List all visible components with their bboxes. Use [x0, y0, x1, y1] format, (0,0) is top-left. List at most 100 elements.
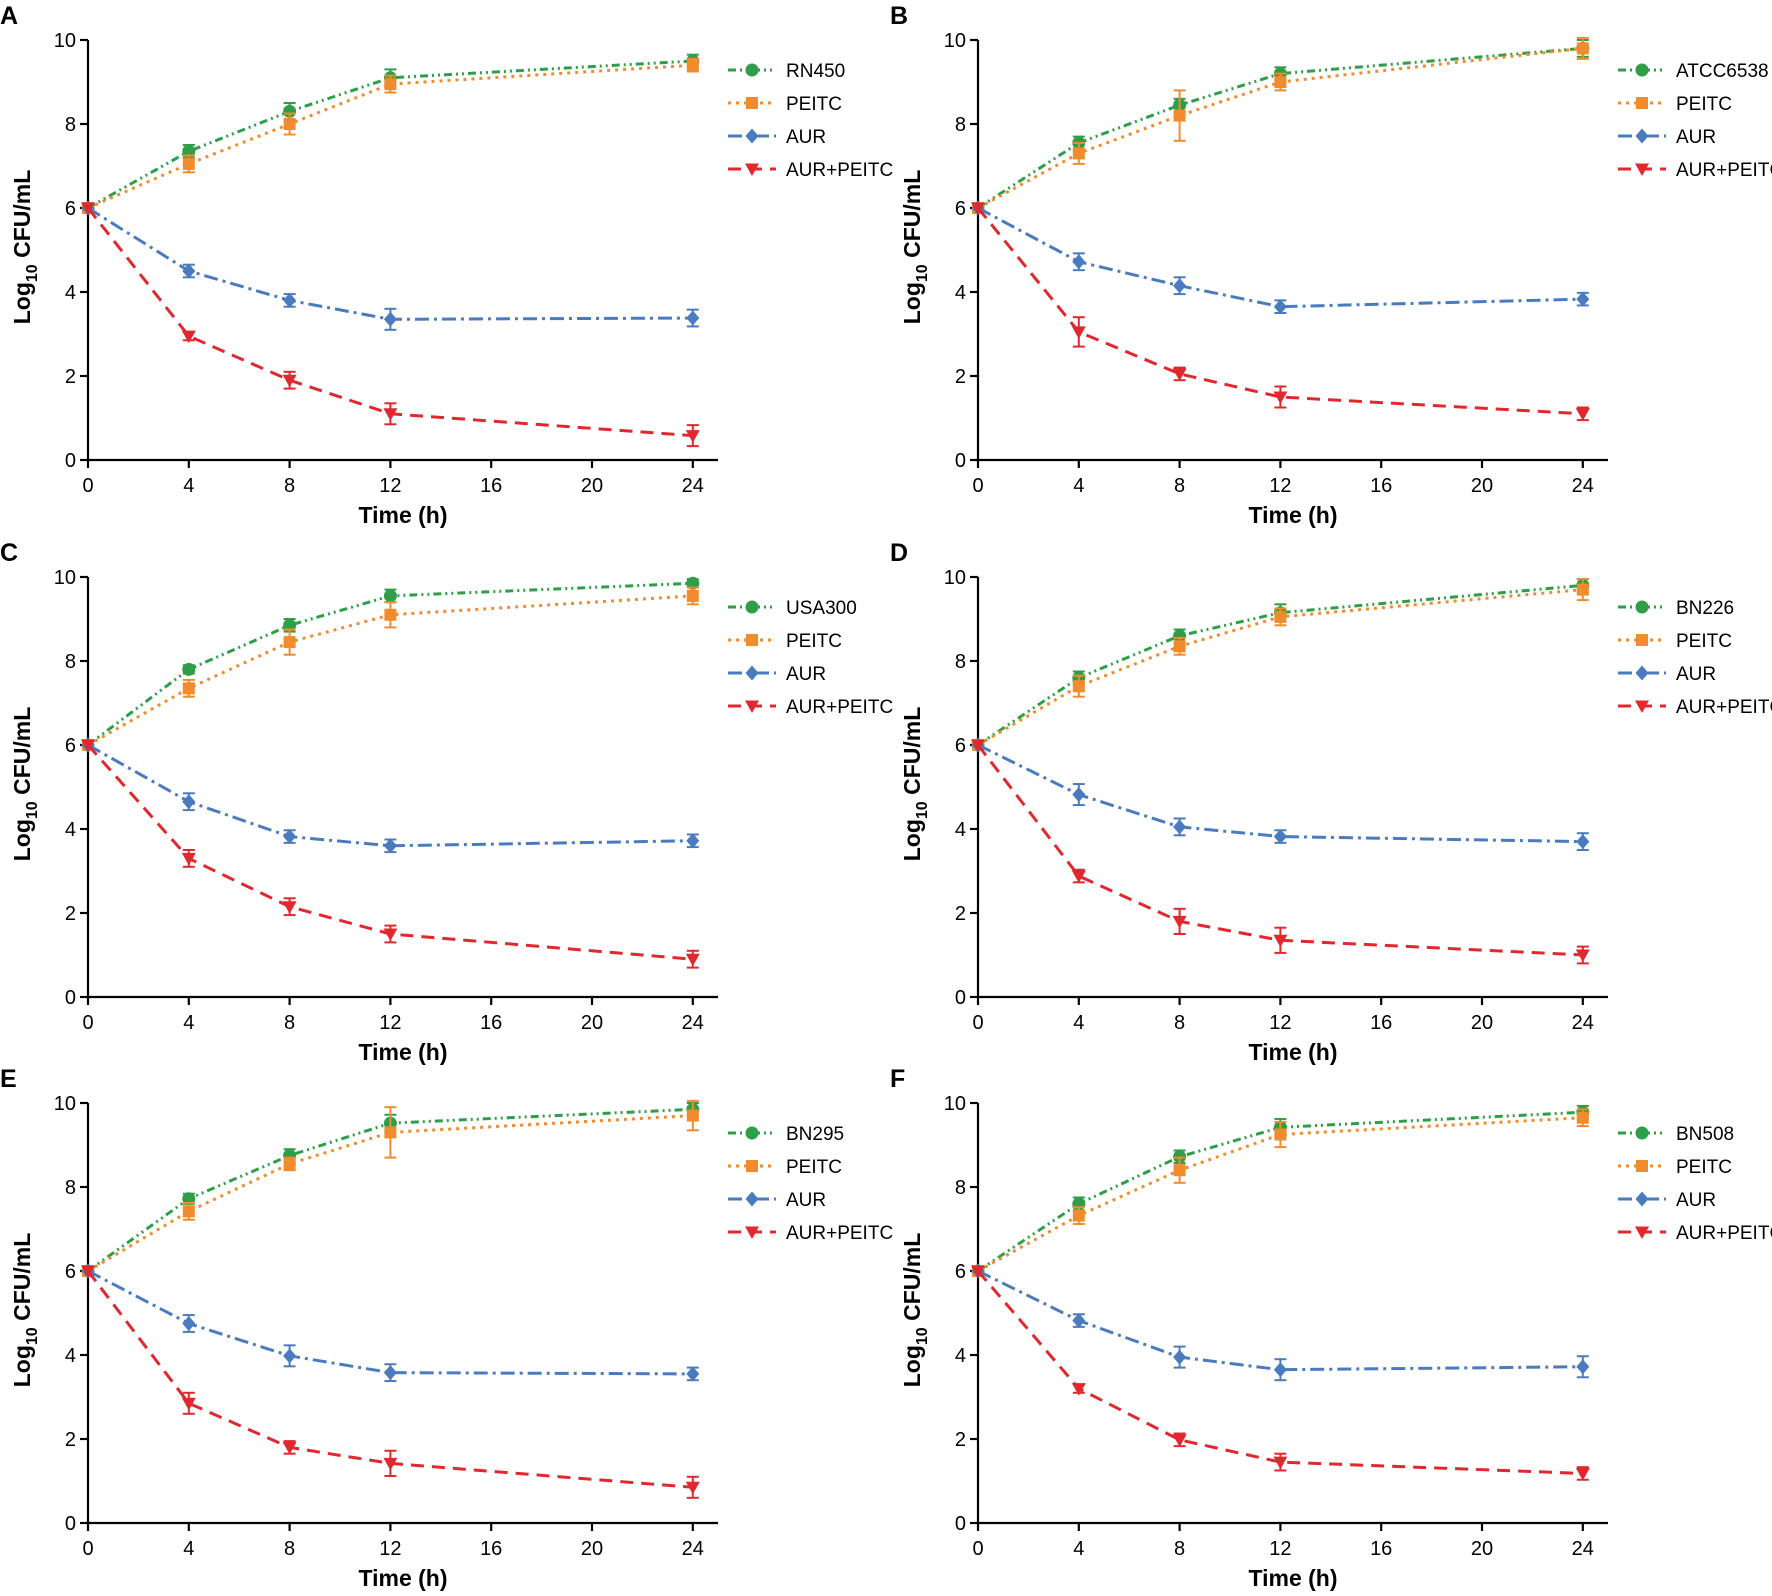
legend-marker — [745, 1126, 759, 1140]
x-tick-label: 0 — [972, 1538, 983, 1560]
y-tick-label: 2 — [65, 1429, 76, 1451]
x-tick-label: 20 — [1471, 475, 1493, 497]
data-point — [383, 408, 398, 421]
legend-marker — [1635, 600, 1649, 614]
x-axis-title: Time (h) — [358, 1039, 447, 1065]
data-point — [1173, 109, 1186, 122]
legend-marker — [745, 1226, 759, 1239]
legend-item-peitc: PEITC — [728, 1157, 842, 1178]
legend-marker — [1636, 1160, 1648, 1172]
series-peitc — [972, 36, 1589, 214]
x-tick-label: 4 — [183, 1538, 194, 1560]
data-point — [181, 1397, 196, 1411]
legend-marker — [745, 1191, 759, 1207]
x-tick-label: 12 — [379, 1012, 401, 1034]
data-point — [283, 292, 297, 308]
legend-item-combo: AUR+PEITC — [728, 697, 893, 718]
data-point — [1273, 1362, 1287, 1378]
y-tick-label: 8 — [955, 1177, 966, 1199]
legend-label: AUR — [1676, 664, 1716, 685]
data-point — [1172, 915, 1187, 929]
x-axis-title: Time (h) — [1248, 502, 1337, 528]
legend-marker — [1635, 128, 1649, 144]
series-aur — [81, 737, 700, 854]
series-line — [977, 743, 1583, 844]
data-point — [384, 1126, 397, 1139]
data-point — [182, 682, 195, 695]
legend-item-combo: AUR+PEITC — [1618, 160, 1772, 181]
x-tick-label: 12 — [379, 1538, 401, 1560]
x-tick-label: 12 — [1269, 1538, 1291, 1560]
series-peitc — [82, 586, 699, 751]
legend-label: USA300 — [786, 598, 857, 619]
legend-item-peitc: PEITC — [1618, 1157, 1732, 1178]
data-point — [182, 1316, 196, 1331]
x-tick-label: 24 — [1572, 475, 1594, 497]
series-ctrl — [971, 578, 1590, 752]
data-point — [383, 1457, 398, 1471]
data-point — [282, 374, 297, 388]
legend-marker — [745, 600, 759, 614]
data-point — [81, 739, 95, 752]
x-axis-title: Time (h) — [1248, 1039, 1337, 1065]
data-point — [1274, 76, 1287, 88]
x-tick-label: 0 — [972, 1012, 983, 1034]
series-combo — [971, 202, 1590, 422]
data-point — [1576, 1359, 1590, 1375]
data-point — [283, 636, 296, 649]
legend-label: PEITC — [1676, 94, 1732, 115]
data-point — [1072, 1313, 1086, 1329]
series-line — [977, 1269, 1583, 1372]
x-tick-label: 8 — [1174, 1012, 1185, 1034]
data-point — [1071, 870, 1086, 884]
legend-marker — [1636, 97, 1648, 109]
legend-item-combo: AUR+PEITC — [728, 160, 893, 181]
series-line — [977, 583, 1583, 747]
y-tick-label: 6 — [955, 735, 966, 757]
x-tick-label: 0 — [972, 475, 983, 497]
legend-label: PEITC — [786, 631, 842, 652]
y-tick-label: 2 — [65, 366, 76, 388]
data-point — [686, 833, 700, 849]
data-point — [1576, 291, 1590, 307]
legend-item-peitc: PEITC — [728, 631, 842, 652]
data-point — [283, 1157, 296, 1170]
legend-label: AUR — [1676, 1190, 1716, 1211]
data-point — [1072, 787, 1086, 803]
legend-item-peitc: PEITC — [1618, 631, 1732, 652]
legend-label: AUR — [1676, 127, 1716, 148]
x-tick-label: 20 — [1471, 1538, 1493, 1560]
data-point — [283, 118, 296, 130]
y-axis-title: Log10 CFU/mL — [9, 170, 41, 325]
series-line — [976, 207, 1583, 416]
legend-label: AUR — [786, 1190, 826, 1211]
legend-item-combo: AUR+PEITC — [728, 1223, 893, 1244]
legend-item-peitc: PEITC — [728, 94, 842, 115]
data-point — [686, 589, 699, 602]
y-tick-label: 8 — [65, 651, 76, 673]
data-point — [971, 1265, 985, 1278]
data-point — [685, 1481, 700, 1495]
data-point — [1273, 829, 1287, 845]
legend-label: PEITC — [786, 1157, 842, 1178]
x-tick-label: 4 — [1073, 1012, 1084, 1034]
data-point — [1274, 610, 1287, 623]
legend-item-ctrl: BN226 — [1618, 598, 1734, 619]
series-line — [87, 206, 693, 321]
x-tick-label: 8 — [1174, 475, 1185, 497]
y-tick-label: 0 — [955, 987, 966, 1009]
data-point — [283, 1348, 297, 1364]
legend-marker — [1635, 665, 1649, 681]
legend-marker — [746, 1160, 758, 1172]
y-tick-label: 2 — [955, 366, 966, 388]
data-point — [686, 59, 699, 72]
data-point — [282, 1441, 297, 1455]
data-point — [1576, 42, 1589, 55]
data-point — [1173, 819, 1187, 835]
y-tick-label: 4 — [65, 1345, 76, 1367]
